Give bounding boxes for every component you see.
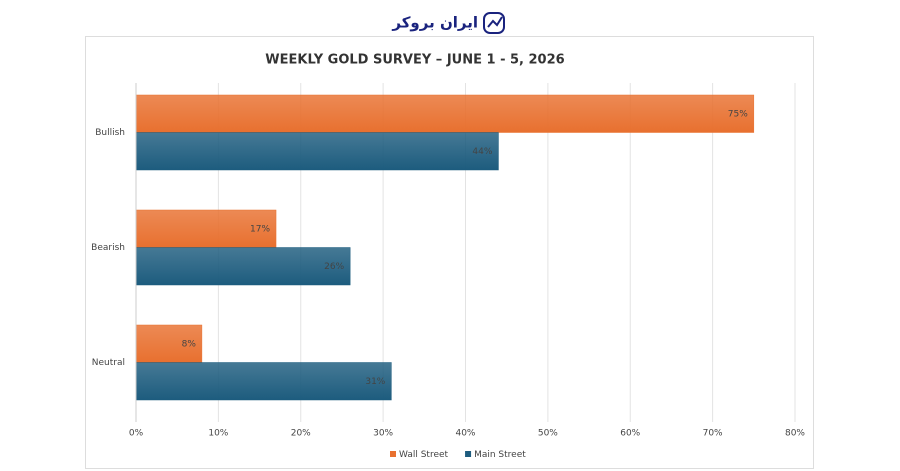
value-label: 8% [182, 339, 197, 349]
bar [135, 209, 277, 248]
value-label: 26% [324, 262, 344, 272]
y-tick-label: Neutral [92, 358, 125, 368]
value-label: 31% [365, 377, 385, 387]
y-tick-label: Bullish [95, 128, 125, 138]
x-tick-label: 70% [703, 429, 723, 439]
legend-swatch [465, 451, 472, 457]
bar [135, 247, 351, 286]
brand-icon [483, 12, 505, 34]
value-label: 17% [250, 224, 270, 234]
bar [135, 324, 203, 363]
bar [135, 362, 392, 401]
x-tick-label: 50% [538, 429, 558, 439]
x-tick-label: 60% [620, 429, 640, 439]
chart-title: WEEKLY GOLD SURVEY – JUNE 1 - 5, 2026 [265, 53, 564, 68]
bar [135, 132, 499, 171]
brand-icon-line [487, 16, 503, 28]
x-tick-label: 40% [455, 429, 475, 439]
y-tick-label: Bearish [91, 243, 125, 253]
x-tick-label: 80% [785, 429, 805, 439]
value-label: 75% [728, 109, 748, 119]
x-tick-label: 20% [291, 429, 311, 439]
x-tick-label: 30% [373, 429, 393, 439]
brand-name: ایران بروکر [391, 14, 478, 32]
legend-swatch [390, 451, 396, 457]
bar [135, 94, 755, 133]
value-label: 44% [472, 147, 492, 157]
legend-label: Wall Street [399, 450, 449, 460]
x-tick-label: 10% [208, 429, 228, 439]
legend-label: Main Street [474, 450, 526, 460]
brand-logo: ایران بروکر [391, 12, 505, 34]
x-tick-label: 0% [129, 429, 144, 439]
